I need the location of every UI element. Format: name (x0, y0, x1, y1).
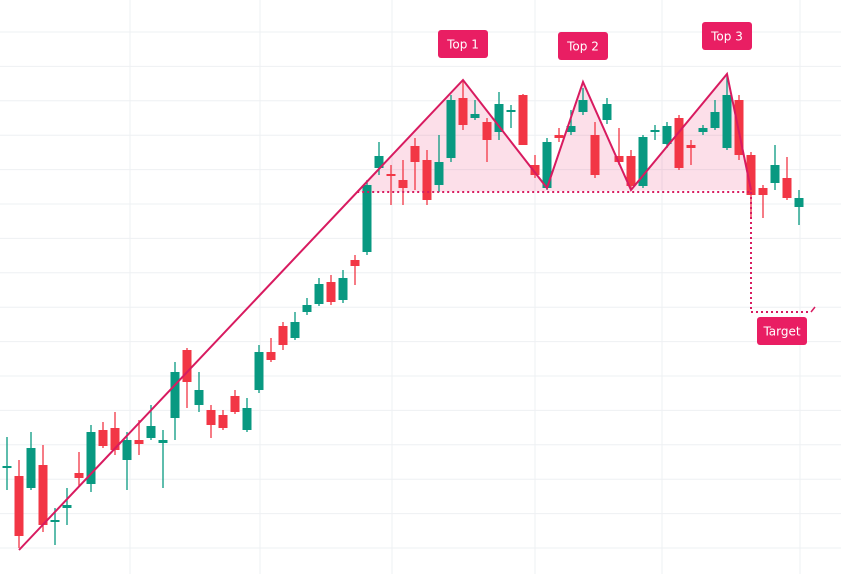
candle-body (134, 440, 144, 444)
candle-body (422, 160, 432, 200)
candle-body (278, 326, 288, 345)
annotation-label: Top 2 (566, 40, 599, 54)
annotation-box (558, 32, 608, 60)
candle-body (74, 473, 84, 478)
candle-body (14, 476, 24, 536)
candle-body (302, 305, 312, 312)
candle-body (170, 372, 180, 418)
candle-body (650, 130, 660, 132)
candle-body (518, 95, 528, 145)
annotation-box (438, 30, 488, 58)
candle-body (722, 95, 732, 148)
candle-body (26, 448, 36, 488)
candle-body (242, 408, 252, 430)
candle-body (674, 118, 684, 168)
candle-body (710, 112, 720, 128)
candle-body (758, 188, 768, 195)
candle-body (746, 155, 756, 195)
target-tick (810, 306, 816, 313)
candle-body (290, 322, 300, 338)
candle-body (254, 352, 264, 390)
candle-body (98, 430, 108, 446)
candle-body (218, 415, 228, 428)
candle-body (122, 440, 132, 460)
candle-body (506, 110, 516, 112)
candle-body (230, 396, 240, 412)
candle-body (338, 278, 348, 300)
candle-body (686, 145, 696, 148)
candle-body (386, 174, 396, 176)
annotation-label: Top 1 (446, 38, 479, 52)
annotation-box (757, 317, 807, 345)
candle-body (542, 142, 552, 188)
candle-body (698, 128, 708, 132)
candle-body (194, 390, 204, 405)
candle-body (362, 185, 372, 252)
candle-body (794, 198, 804, 207)
candle-body (638, 137, 648, 186)
candle-body (410, 146, 420, 162)
candle-body (590, 135, 600, 175)
candle-body (350, 260, 360, 266)
candle-body (770, 165, 780, 183)
candle-body (566, 126, 576, 132)
candle-body (614, 156, 624, 162)
candle-body (146, 426, 156, 438)
candle-body (62, 505, 72, 508)
candle-body (2, 466, 12, 468)
candle-body (434, 162, 444, 185)
candle-body (158, 440, 168, 443)
candle-body (578, 100, 588, 112)
candle-body (50, 520, 60, 522)
candle-body (602, 104, 612, 120)
candle-body (626, 156, 636, 186)
candle-body (374, 156, 384, 168)
candle-body (470, 114, 480, 118)
annotation-label: Target (762, 325, 800, 339)
candle-body (38, 465, 48, 525)
candle-body (530, 165, 540, 175)
candle-body (110, 428, 120, 450)
annotation-label: Top 3 (710, 30, 743, 44)
candle-body (494, 104, 504, 132)
annotation-box (702, 22, 752, 50)
candle-body (86, 432, 96, 484)
candle-body (446, 100, 456, 158)
pattern-area (357, 74, 751, 192)
candle-body (182, 350, 192, 382)
candle-body (398, 180, 408, 188)
candle-body (458, 98, 468, 125)
candle-body (266, 352, 276, 360)
candle-body (482, 122, 492, 140)
candle-body (206, 410, 216, 425)
candle-body (554, 135, 564, 138)
candle-body (326, 282, 336, 302)
candle-body (782, 178, 792, 198)
pattern-line (18, 71, 752, 551)
candle-body (662, 126, 672, 144)
candle-body (314, 284, 324, 304)
